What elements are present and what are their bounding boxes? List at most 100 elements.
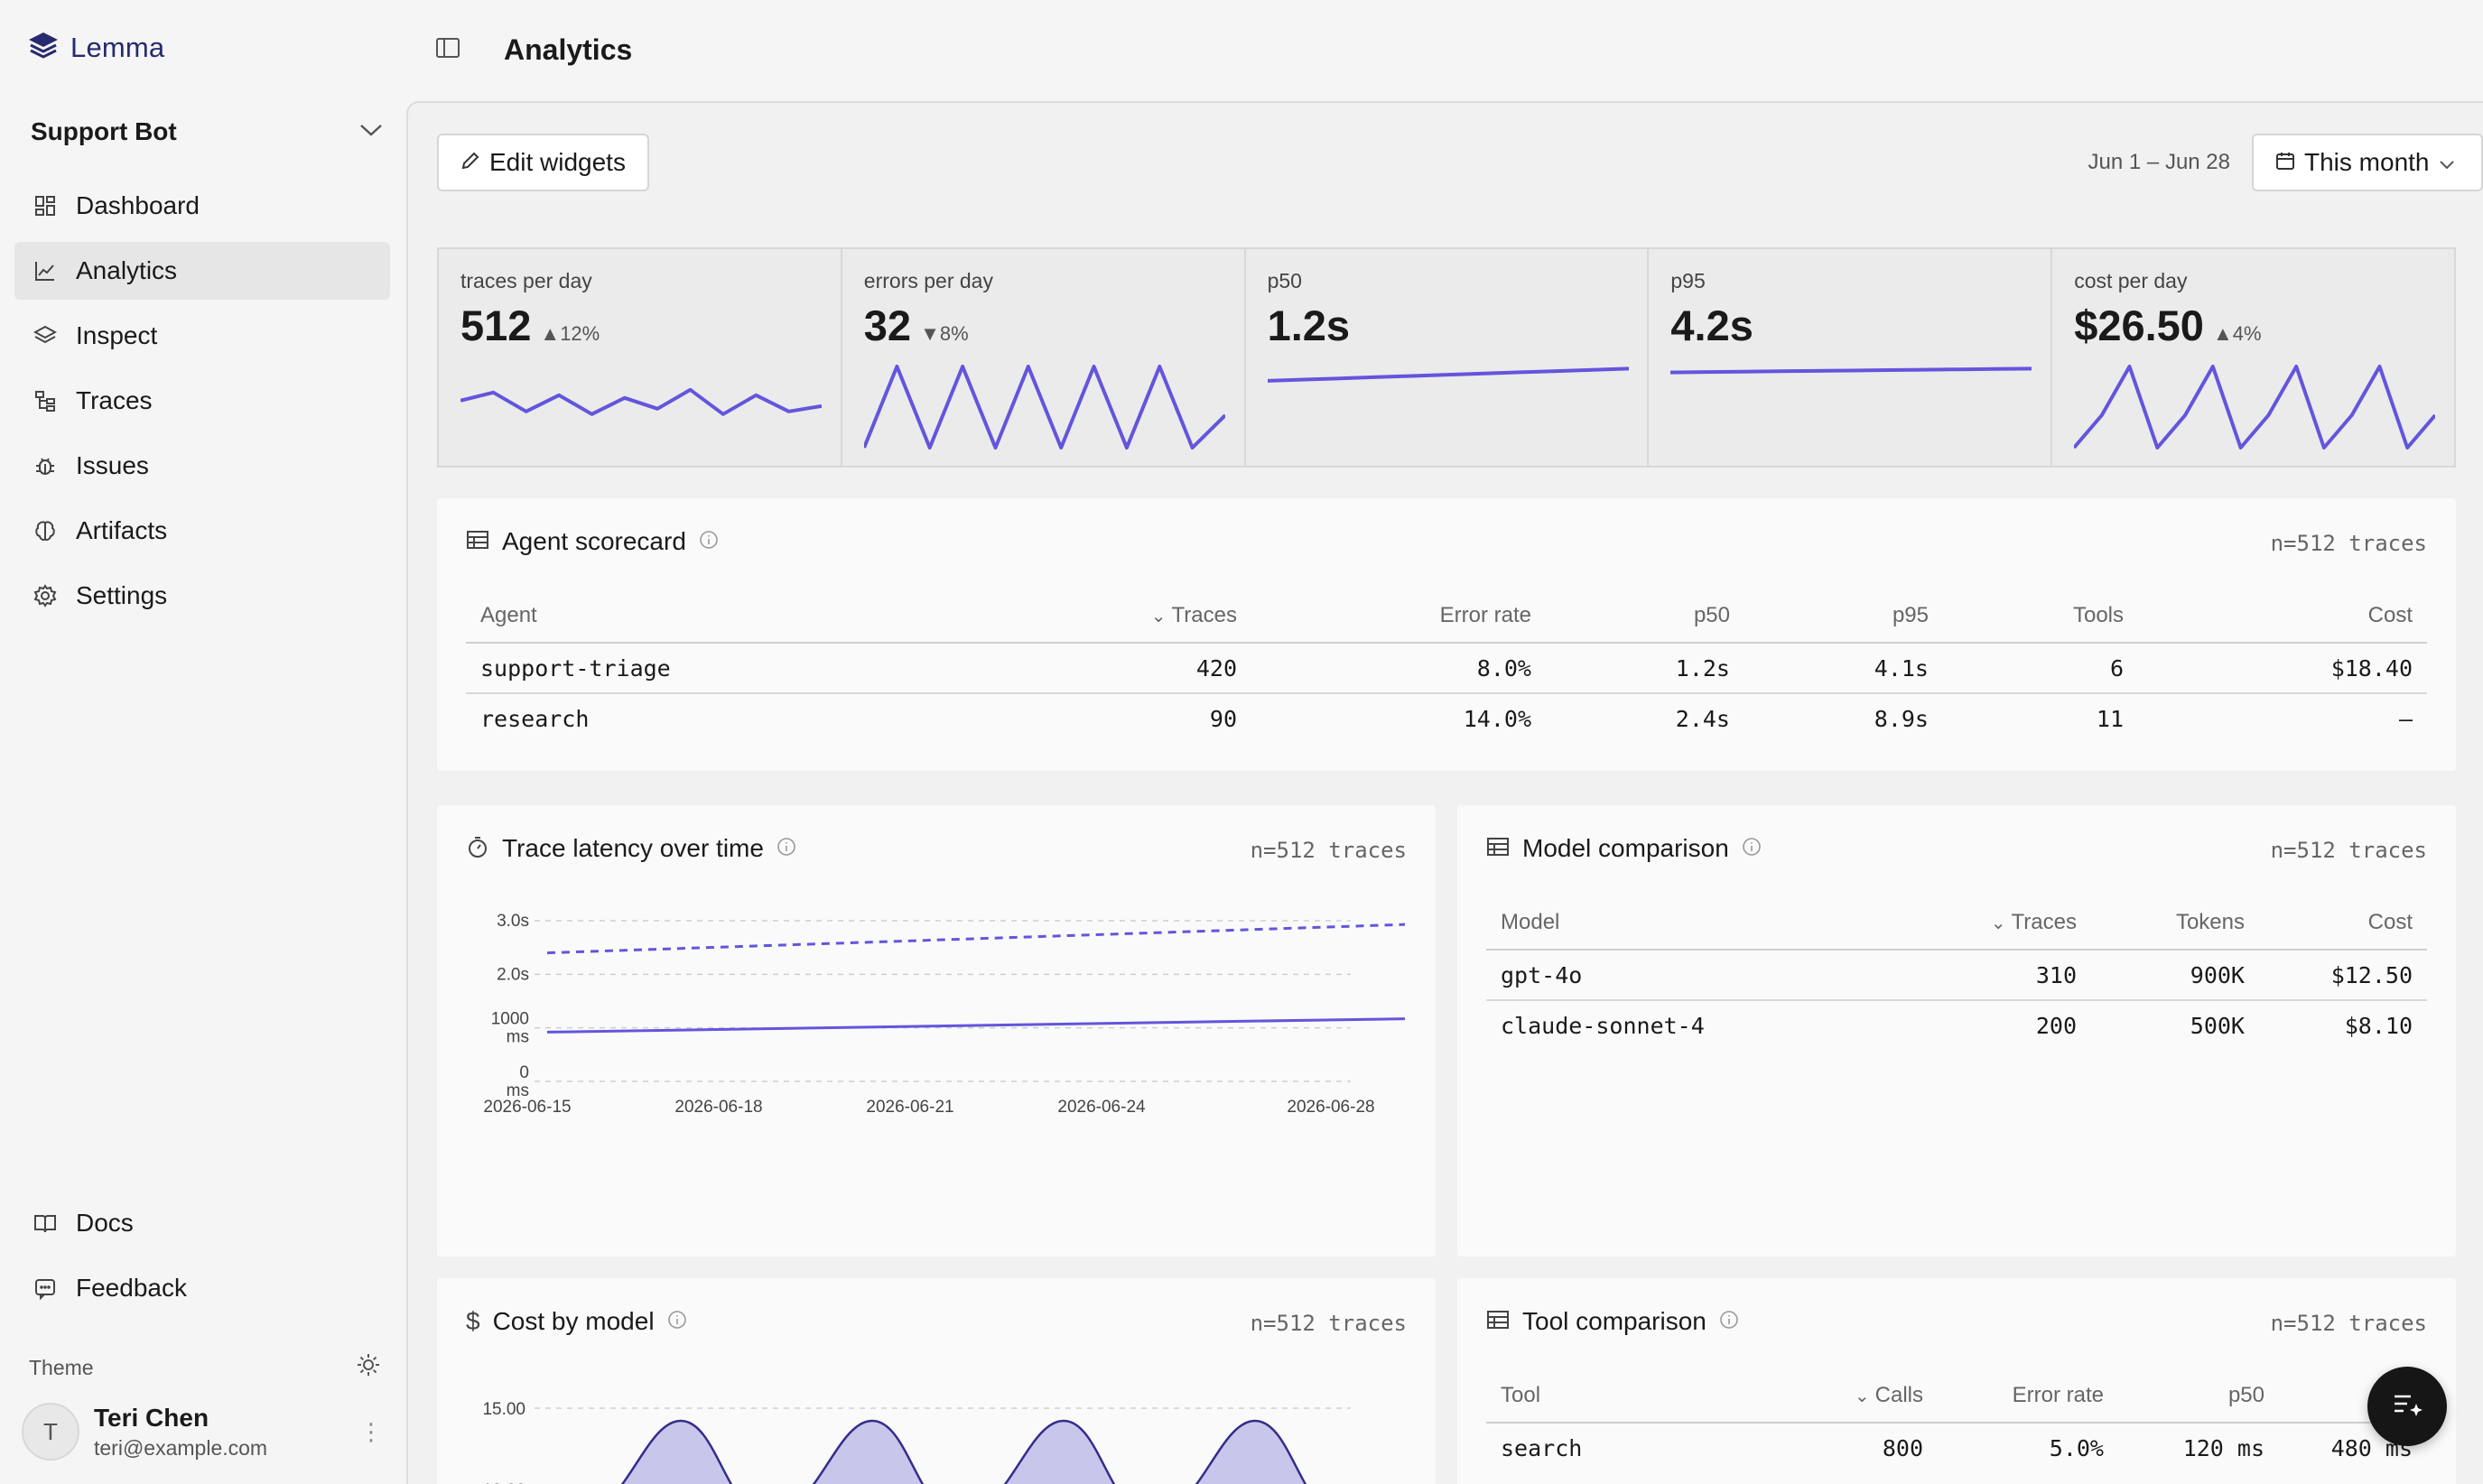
- info-icon[interactable]: [777, 837, 796, 861]
- message-icon: [33, 1275, 58, 1301]
- sidebar-item-inspect[interactable]: Inspect: [14, 307, 390, 365]
- kpi-label: traces per day: [460, 269, 592, 292]
- kpi-delta: ▲12%: [540, 322, 600, 345]
- model-name: claude-sonnet-4: [1501, 1013, 1705, 1039]
- book-icon: [33, 1210, 58, 1236]
- user-menu[interactable]: T Teri Chen teri@example.com ⋮: [22, 1403, 383, 1461]
- table-row[interactable]: claude-sonnet-4 200 500K $8.10: [1486, 1000, 2427, 1051]
- column-header[interactable]: p50: [1546, 589, 1744, 644]
- project-name: Support Bot: [31, 117, 177, 145]
- info-icon[interactable]: [1742, 837, 1762, 861]
- kpi-p95[interactable]: p95 4.2s: [1649, 249, 2053, 466]
- column-header[interactable]: Error rate: [1938, 1368, 2118, 1424]
- main-panel: Edit widgets Jun 1 – Jun 28 This month t…: [406, 101, 2483, 1484]
- sparkline: [1267, 366, 1629, 383]
- y-tick-label: ms: [507, 1028, 529, 1047]
- table-cell: 500K: [2190, 1013, 2245, 1039]
- brand[interactable]: Lemma: [27, 31, 164, 64]
- sidebar-toggle-icon[interactable]: [435, 37, 460, 63]
- sidebar-item-label: Dashboard: [76, 191, 200, 219]
- latency-series-line: [546, 923, 1406, 955]
- sidebar-item-label: Issues: [76, 451, 149, 479]
- table-cell: $18.40: [2138, 643, 2427, 694]
- table-row[interactable]: research 90 14.0% 2.4s 8.9s 11 –: [466, 693, 2427, 744]
- sparkline-series: [460, 387, 822, 416]
- sparkline: [460, 387, 822, 416]
- sidebar-secondary-nav: Docs Feedback: [14, 1194, 390, 1324]
- table-row[interactable]: search 800 5.0% 120 ms 480 ms: [1486, 1423, 2427, 1473]
- model-name: gpt-4o: [1486, 950, 1938, 1001]
- column-header-sorted[interactable]: ⌄ Calls: [1793, 1368, 1938, 1424]
- table-cell: $8.10: [2344, 1013, 2413, 1039]
- assistant-fab-button[interactable]: [2367, 1367, 2447, 1446]
- trace-count: n=512 traces: [1250, 1311, 1407, 1336]
- kpi-traces-per-day[interactable]: traces per day 512 ▲12%: [439, 249, 842, 466]
- sparkline: [863, 365, 1225, 450]
- sidebar-item-issues[interactable]: Issues: [14, 437, 390, 495]
- sidebar-item-artifacts[interactable]: Artifacts: [14, 502, 390, 560]
- stopwatch-icon: [466, 835, 489, 863]
- pencil-icon: [460, 148, 480, 177]
- info-icon[interactable]: [699, 530, 719, 554]
- period-label: This month: [2304, 148, 2430, 176]
- sidebar-item-label: Analytics: [76, 256, 178, 284]
- y-tick-label: 0: [519, 1063, 529, 1082]
- kpi-value: $26.50: [2074, 301, 2204, 349]
- column-header[interactable]: Cost: [2138, 589, 2427, 644]
- edit-widgets-label: Edit widgets: [489, 148, 626, 176]
- x-tick-label: 2026-06-15: [483, 1098, 571, 1117]
- sidebar-item-dashboard[interactable]: Dashboard: [14, 177, 390, 235]
- table-cell: 310: [1938, 950, 2091, 1001]
- sidebar: Lemma Support Bot Dashboard Analytics In…: [0, 0, 406, 1484]
- period-select[interactable]: This month: [2252, 134, 2483, 191]
- column-header[interactable]: Tools: [1943, 589, 2138, 644]
- sun-icon[interactable]: [356, 1352, 381, 1383]
- column-header[interactable]: Error rate: [1251, 589, 1546, 644]
- column-header[interactable]: Model: [1486, 895, 1938, 951]
- edit-widgets-button[interactable]: Edit widgets: [437, 134, 649, 191]
- kpi-value: 32: [863, 301, 912, 349]
- sidebar-item-analytics[interactable]: Analytics: [14, 242, 390, 300]
- more-vertical-icon[interactable]: ⋮: [359, 1417, 383, 1445]
- table-cell: 4.1s: [1744, 643, 1943, 694]
- kpi-cost-per-day[interactable]: cost per day $26.50 ▲4%: [2052, 249, 2454, 466]
- kpi-delta: ▼8%: [920, 322, 969, 345]
- theme-row: Theme: [29, 1352, 381, 1383]
- column-header[interactable]: Cost: [2259, 895, 2427, 951]
- sidebar-item-settings[interactable]: Settings: [14, 567, 390, 625]
- sidebar-item-traces[interactable]: Traces: [14, 372, 390, 430]
- agent-name: research: [480, 706, 590, 732]
- table-row[interactable]: support-triage 420 8.0% 1.2s 4.1s 6 $18.…: [466, 643, 2427, 694]
- sidebar-item-label: Docs: [76, 1209, 134, 1237]
- kpi-value: 4.2s: [1670, 301, 1753, 349]
- column-header-sorted[interactable]: ⌄ Traces: [1938, 895, 2091, 951]
- brain-icon: [33, 518, 58, 543]
- kpi-errors-per-day[interactable]: errors per day 32 ▼8%: [842, 249, 1246, 466]
- trace-count: n=512 traces: [2270, 1311, 2427, 1336]
- sidebar-item-label: Traces: [76, 386, 153, 414]
- sidebar-item-feedback[interactable]: Feedback: [14, 1259, 390, 1317]
- kpi-p50[interactable]: p50 1.2s: [1246, 249, 1650, 466]
- cost-area: [620, 1419, 733, 1484]
- column-header[interactable]: Agent: [466, 589, 1053, 644]
- y-tick-label: 2.0s: [497, 965, 529, 984]
- column-header[interactable]: Tool: [1486, 1368, 1793, 1424]
- column-header[interactable]: p95: [1744, 589, 1943, 644]
- table-cell: 200: [2035, 1013, 2077, 1039]
- column-header[interactable]: Tokens: [2091, 895, 2259, 951]
- info-icon[interactable]: [667, 1310, 687, 1334]
- column-header-sorted[interactable]: ⌄ Traces: [1053, 589, 1251, 644]
- kpi-label: p95: [1670, 269, 1706, 292]
- user-name: Teri Chen: [94, 1403, 209, 1432]
- table-icon: [1486, 837, 1510, 861]
- table-row[interactable]: gpt-4o 310 900K $12.50: [1486, 950, 2427, 1001]
- info-icon[interactable]: [1719, 1310, 1739, 1334]
- sparkle-list-icon: [2391, 1391, 2423, 1423]
- column-header[interactable]: p50: [2118, 1368, 2279, 1424]
- project-selector[interactable]: Support Bot: [31, 117, 383, 146]
- cost-area: [1195, 1419, 1307, 1484]
- sidebar-item-docs[interactable]: Docs: [14, 1194, 390, 1252]
- bug-icon: [33, 453, 58, 478]
- x-tick-label: 2026-06-21: [866, 1098, 953, 1117]
- agent-scorecard-table: Agent ⌄ Traces Error rate p50 p95 Tools C…: [466, 589, 2427, 744]
